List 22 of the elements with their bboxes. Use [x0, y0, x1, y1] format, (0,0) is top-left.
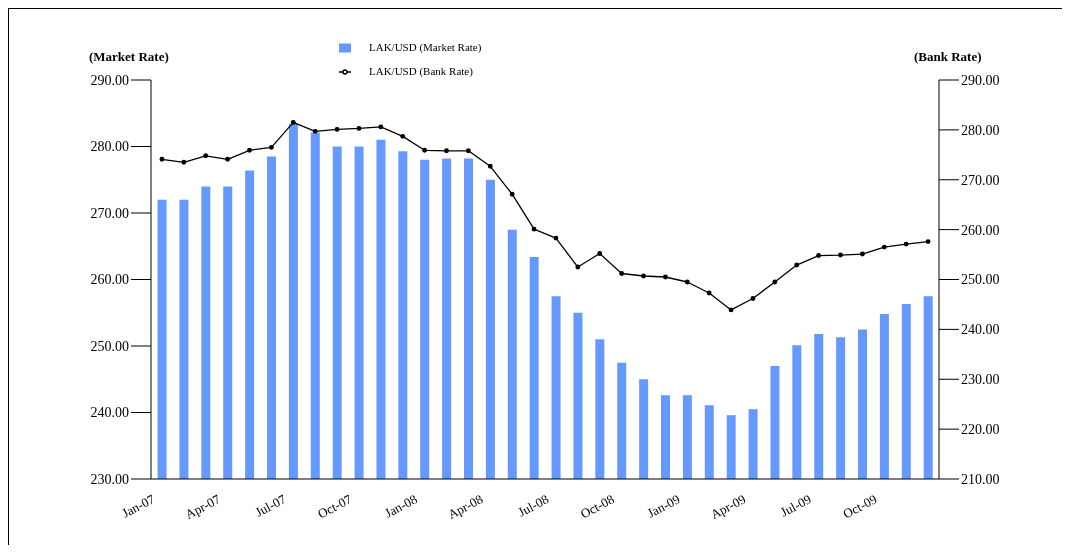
y2-tick-label: 230.00	[961, 372, 1000, 388]
x-tick-label: Jul-09	[777, 491, 814, 520]
y2-axis-title: (Bank Rate)	[914, 49, 982, 65]
y2-tick-label: 210.00	[961, 471, 1000, 487]
y2-tick-label: 220.00	[961, 422, 1000, 438]
y2-tick-label: 280.00	[961, 122, 1000, 138]
y-tick-label: 280.00	[90, 139, 129, 155]
y2-tick-label: 270.00	[961, 172, 1000, 188]
y-tick-label: 270.00	[90, 205, 129, 221]
y-axis-title: (Market Rate)	[89, 49, 169, 65]
y-tick-label: 230.00	[90, 471, 129, 487]
x-tick-label: Jul-08	[515, 491, 552, 520]
legend-label: LAK/USD (Market Rate)	[369, 41, 482, 53]
legend-label: LAK/USD (Bank Rate)	[369, 65, 473, 77]
y-tick-label: 250.00	[90, 338, 129, 354]
y-tick-label: 240.00	[90, 405, 129, 421]
y-tick-label: 260.00	[90, 272, 129, 288]
y2-tick-label: 260.00	[961, 222, 1000, 238]
y-tick-label: 290.00	[90, 72, 129, 88]
y2-tick-label: 250.00	[961, 272, 1000, 288]
y2-tick-label: 240.00	[961, 322, 1000, 338]
y2-tick-label: 290.00	[961, 72, 1000, 88]
